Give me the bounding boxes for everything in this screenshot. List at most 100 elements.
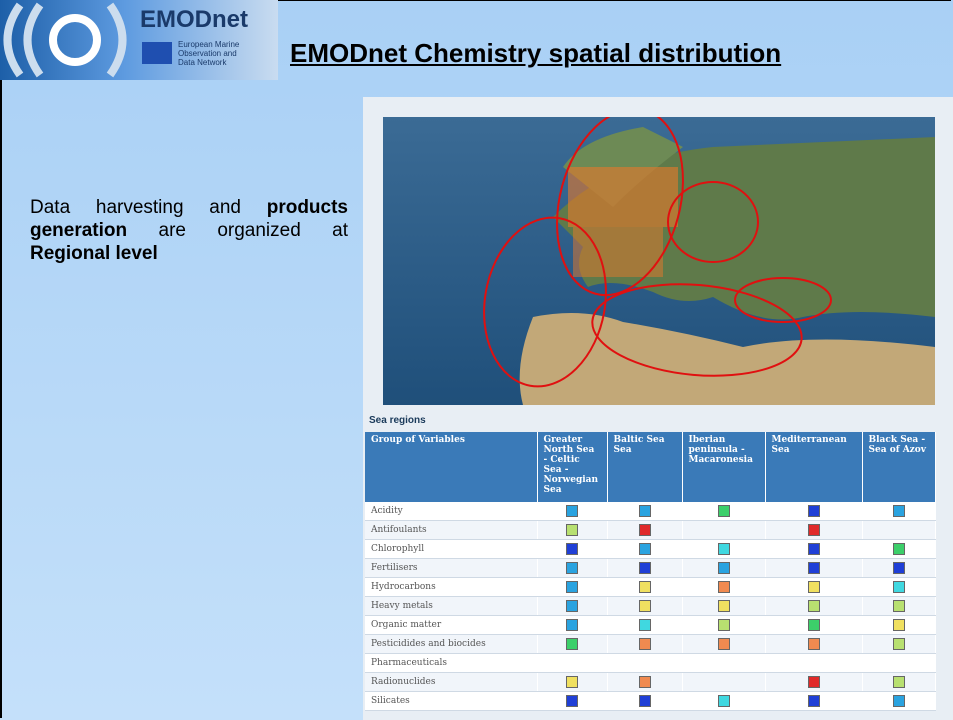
cell	[765, 597, 862, 616]
eu-flag	[142, 42, 172, 64]
table-row: Antifoulants	[365, 521, 935, 540]
cell	[607, 597, 682, 616]
color-square	[893, 543, 905, 555]
table-caption: Sea regions	[369, 415, 426, 426]
color-square	[718, 638, 730, 650]
logo-line: Observation and	[178, 49, 239, 58]
cell	[862, 654, 935, 673]
cell	[862, 578, 935, 597]
cell	[607, 692, 682, 711]
color-square	[718, 619, 730, 631]
color-square	[893, 638, 905, 650]
color-square	[893, 676, 905, 688]
color-square	[718, 543, 730, 555]
slide-title: EMODnet Chemistry spatial distribution	[290, 38, 781, 69]
cell	[537, 692, 607, 711]
cell	[682, 673, 765, 692]
cell	[765, 635, 862, 654]
row-label: Chlorophyll	[365, 540, 537, 559]
cell	[765, 540, 862, 559]
column-header: Mediterranean Sea	[765, 432, 862, 502]
cell	[537, 559, 607, 578]
cell	[682, 559, 765, 578]
cell	[862, 502, 935, 521]
color-square	[808, 505, 820, 517]
column-header: Iberian peninsula - Macaronesia	[682, 432, 765, 502]
cell	[607, 673, 682, 692]
cell	[607, 616, 682, 635]
row-label: Pharmaceuticals	[365, 654, 537, 673]
color-square	[639, 505, 651, 517]
row-label: Radionuclides	[365, 673, 537, 692]
color-square	[718, 562, 730, 574]
color-square	[566, 600, 578, 612]
table-row: Pesticidides and biocides	[365, 635, 935, 654]
slide: EMODnet European Marine Observation and …	[0, 0, 953, 720]
cell	[537, 521, 607, 540]
table-row: Pharmaceuticals	[365, 654, 935, 673]
color-square	[639, 638, 651, 650]
cell	[682, 578, 765, 597]
row-label: Antifoulants	[365, 521, 537, 540]
cell	[682, 635, 765, 654]
cell	[537, 597, 607, 616]
cell	[765, 521, 862, 540]
logo-lines: European Marine Observation and Data Net…	[178, 40, 239, 67]
color-square	[566, 619, 578, 631]
cell	[682, 692, 765, 711]
cell	[682, 540, 765, 559]
cell	[862, 635, 935, 654]
table-row: Fertilisers	[365, 559, 935, 578]
color-square	[808, 543, 820, 555]
cell	[765, 692, 862, 711]
row-label: Acidity	[365, 502, 537, 521]
cell	[682, 616, 765, 635]
cell	[765, 616, 862, 635]
color-square	[566, 638, 578, 650]
cell	[537, 502, 607, 521]
color-square	[718, 695, 730, 707]
variables-table: Group of VariablesGreater North Sea - Ce…	[365, 432, 936, 711]
cell	[537, 673, 607, 692]
logo-line: European Marine	[178, 40, 239, 49]
color-square	[808, 524, 820, 536]
cell	[862, 692, 935, 711]
cell	[607, 502, 682, 521]
logo: EMODnet European Marine Observation and …	[0, 0, 278, 80]
color-square	[893, 695, 905, 707]
color-square	[639, 676, 651, 688]
table-row: Organic matter	[365, 616, 935, 635]
cell	[607, 578, 682, 597]
table-row: Chlorophyll	[365, 540, 935, 559]
cell	[862, 597, 935, 616]
color-square	[893, 600, 905, 612]
color-square	[808, 581, 820, 593]
row-label: Organic matter	[365, 616, 537, 635]
color-square	[639, 581, 651, 593]
color-square	[893, 505, 905, 517]
table-row: Radionuclides	[365, 673, 935, 692]
color-square	[566, 505, 578, 517]
column-header: Greater North Sea - Celtic Sea - Norwegi…	[537, 432, 607, 502]
color-square	[639, 619, 651, 631]
cell	[537, 578, 607, 597]
cell	[862, 540, 935, 559]
color-square	[639, 562, 651, 574]
column-header: Black Sea - Sea of Azov	[862, 432, 935, 502]
color-square	[893, 562, 905, 574]
cell	[682, 521, 765, 540]
cell	[765, 654, 862, 673]
table-row: Acidity	[365, 502, 935, 521]
body-text: Data harvesting and products generation …	[30, 196, 348, 265]
cell	[537, 635, 607, 654]
cell	[682, 502, 765, 521]
cell	[607, 540, 682, 559]
logo-name: EMODnet	[140, 6, 248, 34]
table-row: Hydrocarbons	[365, 578, 935, 597]
row-label: Silicates	[365, 692, 537, 711]
cell	[607, 521, 682, 540]
color-square	[893, 619, 905, 631]
cell	[607, 654, 682, 673]
